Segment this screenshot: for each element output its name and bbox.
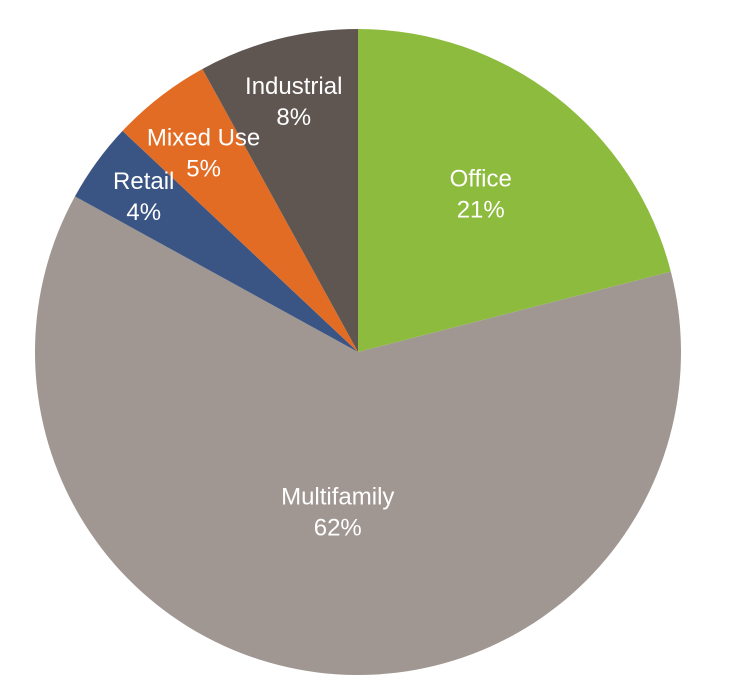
slice-label-mixed-use: Mixed Use	[147, 124, 260, 151]
slice-value-office: 21%	[457, 196, 505, 223]
pie-slice-industrial	[202, 29, 358, 352]
slice-label-office: Office	[450, 165, 512, 192]
pie-slice-retail	[74, 130, 358, 352]
slice-label-retail: Retail	[113, 168, 174, 195]
slice-value-industrial: 8%	[276, 104, 311, 131]
slice-value-retail: 4%	[126, 199, 161, 226]
slice-value-multifamily: 62%	[314, 515, 362, 542]
slice-label-industrial: Industrial	[245, 73, 342, 100]
pie-slice-office	[358, 29, 671, 352]
pie-labels: Office 21% Multifamily 62% Retail 4% Mixed Use…	[113, 73, 512, 542]
pie-slice-mixed-use	[122, 68, 358, 352]
pie-slices	[35, 29, 681, 676]
slice-value-mixed-use: 5%	[186, 155, 221, 182]
slice-label-multifamily: Multifamily	[281, 484, 394, 511]
pie-slice-multifamily	[35, 196, 681, 676]
